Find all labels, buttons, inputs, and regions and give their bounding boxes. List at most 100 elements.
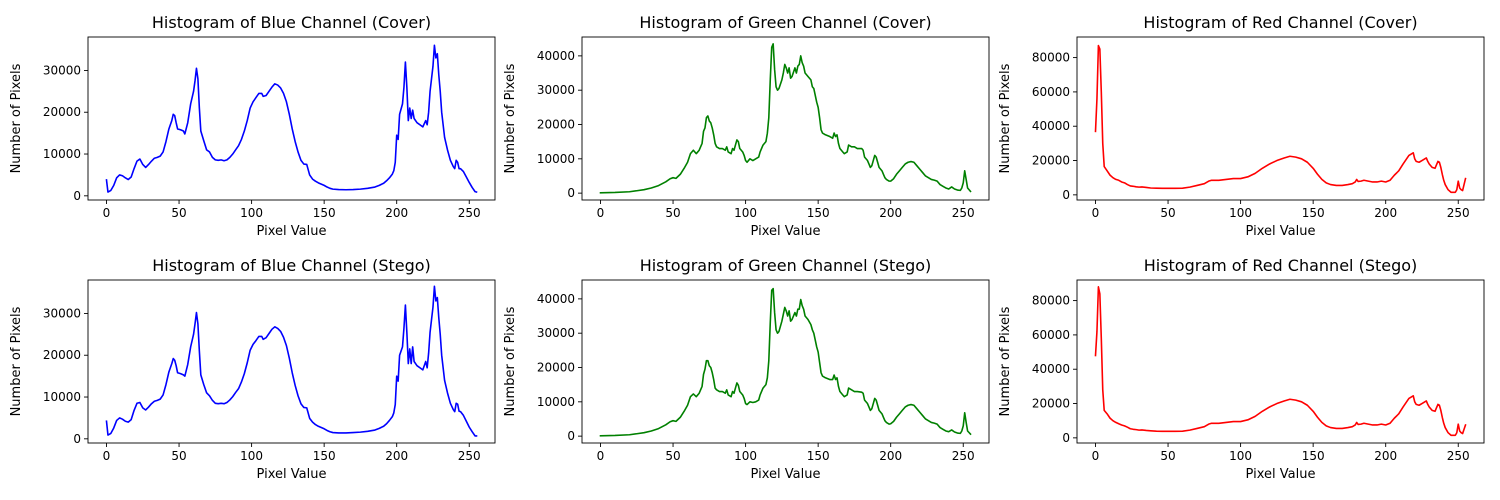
series-line [1094, 286, 1467, 437]
y-tick-label: 60000 [1032, 85, 1070, 99]
x-tick-label: 0 [103, 449, 111, 463]
chart-title: Histogram of Green Channel (Stego) [640, 256, 932, 275]
y-tick-label: 0 [73, 189, 81, 203]
x-tick-label: 200 [1374, 449, 1397, 463]
x-tick-label: 250 [458, 449, 481, 463]
axes-frame [581, 279, 990, 444]
x-axis-label: Pixel Value [257, 467, 327, 482]
subplot-2: 0 50 100 150 200 250 0 10000 20000 30000 40000 Hist… [503, 13, 990, 239]
axes-frame [87, 36, 496, 201]
y-tick-label: 0 [567, 186, 575, 200]
x-tick-label: 150 [313, 449, 336, 463]
y-tick-label: 80000 [1032, 294, 1070, 308]
x-tick-label: 100 [734, 206, 757, 220]
chart-title: Histogram of Blue Channel (Stego) [152, 256, 431, 275]
x-tick-label: 0 [1092, 206, 1100, 220]
x-tick-label: 0 [1092, 449, 1100, 463]
x-tick-label: 100 [734, 449, 757, 463]
x-tick-label: 50 [665, 206, 680, 220]
y-tick-label: 0 [73, 432, 81, 446]
y-tick-label: 30000 [537, 326, 575, 340]
x-tick-label: 100 [1229, 206, 1252, 220]
x-tick-label: 100 [240, 449, 263, 463]
y-tick-label: 10000 [537, 152, 575, 166]
series-line [105, 44, 478, 194]
x-tick-label: 150 [807, 449, 830, 463]
y-tick-label: 10000 [537, 395, 575, 409]
y-tick-label: 0 [567, 429, 575, 443]
x-tick-label: 50 [171, 206, 186, 220]
x-tick-label: 250 [952, 449, 975, 463]
series-line [599, 287, 972, 437]
x-tick-label: 200 [385, 206, 408, 220]
y-tick-label: 20000 [537, 361, 575, 375]
x-axis-label: Pixel Value [257, 224, 327, 239]
y-tick-label: 30000 [537, 83, 575, 97]
axes-frame [1076, 279, 1485, 444]
subplot-6: 0 50 100 150 200 250 0 20000 40000 60000 80000 Hist… [998, 256, 1485, 482]
x-tick-label: 200 [1374, 206, 1397, 220]
x-tick-label: 50 [1160, 449, 1175, 463]
series-line [1094, 44, 1467, 194]
x-tick-label: 0 [597, 449, 605, 463]
subplot-3: 0 50 100 150 200 250 0 20000 40000 60000 80000 Hist… [998, 13, 1485, 239]
y-tick-label: 40000 [537, 292, 575, 306]
y-tick-label: 40000 [537, 49, 575, 63]
series-line [599, 43, 972, 194]
x-tick-label: 250 [458, 206, 481, 220]
y-axis-label: Number of Pixels [503, 306, 518, 416]
chart-title: Histogram of Red Channel (Stego) [1144, 256, 1418, 275]
x-tick-label: 100 [1229, 449, 1252, 463]
x-tick-label: 0 [103, 206, 111, 220]
x-tick-label: 250 [1447, 449, 1470, 463]
subplot-1: 0 50 100 150 200 250 0 10000 20000 30000 Histogram… [9, 13, 496, 239]
y-axis-label: Number of Pixels [9, 306, 24, 416]
y-tick-label: 20000 [43, 348, 81, 362]
x-tick-label: 150 [1302, 449, 1325, 463]
x-tick-label: 0 [597, 206, 605, 220]
y-tick-label: 0 [1062, 431, 1070, 445]
x-axis-label: Pixel Value [751, 467, 821, 482]
y-tick-label: 10000 [43, 390, 81, 404]
y-tick-label: 20000 [537, 118, 575, 132]
x-tick-label: 100 [240, 206, 263, 220]
x-tick-label: 200 [879, 206, 902, 220]
x-tick-label: 150 [313, 206, 336, 220]
y-tick-label: 10000 [43, 147, 81, 161]
x-axis-label: Pixel Value [751, 224, 821, 239]
y-tick-label: 20000 [1032, 397, 1070, 411]
x-axis-label: Pixel Value [1246, 224, 1316, 239]
x-tick-label: 50 [665, 449, 680, 463]
y-tick-label: 80000 [1032, 51, 1070, 65]
x-tick-label: 50 [1160, 206, 1175, 220]
x-tick-label: 200 [385, 449, 408, 463]
chart-title: Histogram of Green Channel (Cover) [639, 13, 931, 32]
x-tick-label: 200 [879, 449, 902, 463]
x-tick-label: 250 [952, 206, 975, 220]
axes-frame [581, 36, 990, 201]
y-tick-label: 40000 [1032, 119, 1070, 133]
subplot-4: 0 50 100 150 200 250 0 10000 20000 30000 Histogram… [9, 256, 496, 482]
y-axis-label: Number of Pixels [9, 63, 24, 173]
axes-frame [87, 279, 496, 444]
x-tick-label: 150 [1302, 206, 1325, 220]
y-tick-label: 60000 [1032, 328, 1070, 342]
x-axis-label: Pixel Value [1246, 467, 1316, 482]
y-axis-label: Number of Pixels [998, 63, 1013, 173]
series-line [105, 285, 478, 437]
y-tick-label: 40000 [1032, 362, 1070, 376]
axes-frame [1076, 36, 1485, 201]
y-tick-label: 20000 [43, 105, 81, 119]
x-tick-label: 250 [1447, 206, 1470, 220]
subplot-5: 0 50 100 150 200 250 0 10000 20000 30000 40000 Hist… [503, 256, 990, 482]
chart-title: Histogram of Blue Channel (Cover) [152, 13, 431, 32]
y-tick-label: 0 [1062, 188, 1070, 202]
y-tick-label: 30000 [43, 306, 81, 320]
y-tick-label: 20000 [1032, 154, 1070, 168]
x-tick-label: 50 [171, 449, 186, 463]
y-axis-label: Number of Pixels [503, 63, 518, 173]
y-axis-label: Number of Pixels [998, 306, 1013, 416]
y-tick-label: 30000 [43, 63, 81, 77]
x-tick-label: 150 [807, 206, 830, 220]
